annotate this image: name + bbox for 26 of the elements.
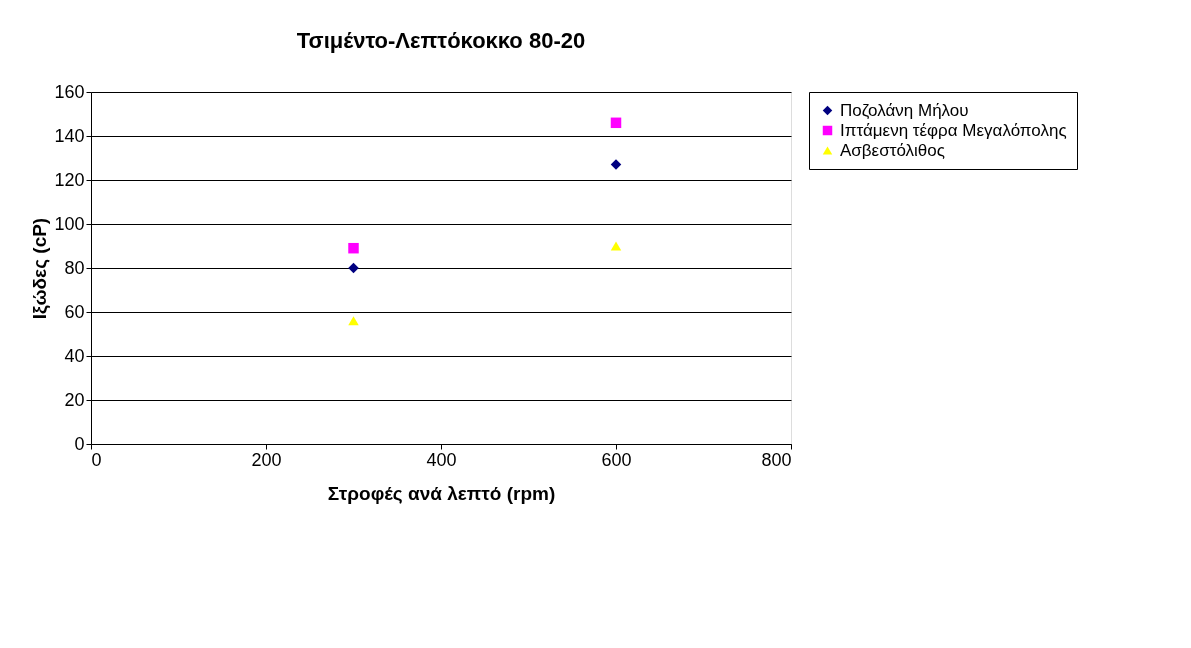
point [348, 316, 359, 326]
y-tick-label: 20 [64, 389, 85, 410]
point [610, 159, 622, 170]
legend-label: Ποζολάνη Μήλου [840, 100, 969, 120]
y-tick-label: 120 [54, 169, 85, 190]
x-tick-label: 0 [91, 449, 102, 470]
point [348, 242, 359, 254]
chart-title: Τσιμέντο-Λεπτόκοκκο 80-20 [296, 28, 586, 53]
x-tick-label: 200 [251, 449, 282, 470]
legend-label: Ιπτάμενη τέφρα Μεγαλόπολης [840, 120, 1067, 140]
y-tick-label: 100 [54, 213, 85, 234]
y-tick-label: 40 [64, 345, 85, 366]
y-axis-title: Ιξώδες (cP) [29, 217, 52, 320]
y-tick-label: 0 [74, 433, 85, 454]
x-tick-label: 600 [601, 449, 632, 470]
x-tick-label: 400 [426, 449, 457, 470]
y-tick-label: 80 [64, 257, 85, 278]
y-tick-label: 160 [54, 81, 85, 102]
y-tick-label: 60 [64, 301, 85, 322]
point [610, 117, 622, 129]
legend-label: Ασβεστόλιθος [840, 140, 945, 160]
point [348, 262, 359, 274]
x-tick-label: 800 [761, 449, 792, 470]
point [610, 241, 622, 251]
x-axis-title: Στροφές ανά λεπτό (rpm) [327, 482, 556, 504]
y-tick-label: 140 [54, 125, 85, 146]
